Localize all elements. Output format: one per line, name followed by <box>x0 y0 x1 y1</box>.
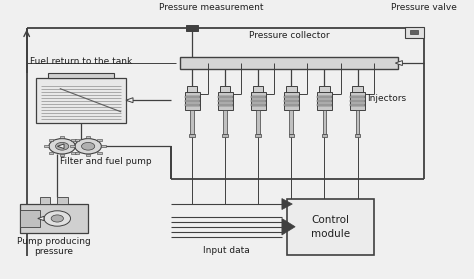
Text: Pressure collector: Pressure collector <box>249 31 329 40</box>
Bar <box>350 96 365 98</box>
Bar <box>251 100 266 102</box>
Bar <box>101 145 106 147</box>
Polygon shape <box>395 61 402 66</box>
Bar <box>19 210 40 227</box>
Text: Injectors: Injectors <box>367 95 406 104</box>
Bar <box>356 110 359 134</box>
Bar <box>350 92 365 110</box>
Bar <box>218 96 233 98</box>
Bar <box>317 100 332 102</box>
Bar <box>286 86 297 92</box>
Bar <box>49 151 54 154</box>
Bar <box>256 110 260 134</box>
Bar <box>317 104 332 106</box>
Bar <box>40 197 50 204</box>
Text: Pressure measurement: Pressure measurement <box>159 3 263 11</box>
Bar <box>317 92 332 110</box>
Circle shape <box>75 139 101 154</box>
Bar <box>70 145 75 147</box>
Bar <box>75 145 80 147</box>
Bar <box>223 110 227 134</box>
Bar <box>180 57 398 69</box>
Bar <box>251 104 266 106</box>
Bar <box>218 100 233 102</box>
Bar <box>355 134 360 137</box>
Bar <box>97 151 101 154</box>
Bar <box>321 134 327 137</box>
Text: Pressure valve: Pressure valve <box>391 3 456 11</box>
Bar <box>352 86 363 92</box>
Bar <box>251 92 266 110</box>
Bar <box>184 92 200 110</box>
Bar <box>71 139 75 141</box>
Text: Fuel return to the tank: Fuel return to the tank <box>30 57 132 66</box>
Text: Input data: Input data <box>203 246 250 255</box>
Bar <box>218 104 233 106</box>
Circle shape <box>82 142 95 150</box>
Bar <box>350 104 365 106</box>
Bar <box>322 110 326 134</box>
Bar <box>251 96 266 98</box>
Bar <box>44 145 49 147</box>
Polygon shape <box>282 199 292 210</box>
Polygon shape <box>126 98 133 103</box>
Polygon shape <box>282 218 295 235</box>
Bar <box>255 134 261 137</box>
Bar <box>222 134 228 137</box>
Bar <box>97 139 101 141</box>
Bar <box>284 96 299 98</box>
Bar <box>19 204 88 233</box>
Bar <box>86 154 91 157</box>
Bar <box>71 151 75 154</box>
Bar <box>319 86 329 92</box>
Circle shape <box>49 139 75 154</box>
Bar <box>284 92 299 110</box>
Bar <box>75 139 80 141</box>
Bar <box>405 27 424 38</box>
Bar <box>48 73 114 78</box>
Bar <box>289 134 294 137</box>
Bar <box>290 110 293 134</box>
Bar <box>49 139 54 141</box>
Text: Control
module: Control module <box>311 215 350 239</box>
Bar <box>350 100 365 102</box>
Circle shape <box>44 211 71 226</box>
Polygon shape <box>38 216 44 221</box>
Bar <box>75 151 80 154</box>
Bar <box>86 136 91 138</box>
Bar <box>220 86 230 92</box>
Bar <box>57 197 68 204</box>
Bar <box>410 30 418 34</box>
Bar <box>60 136 64 138</box>
Bar <box>186 25 198 32</box>
Circle shape <box>55 142 69 150</box>
Bar <box>184 100 200 102</box>
Text: Filter and fuel pump: Filter and fuel pump <box>60 157 151 166</box>
Bar <box>284 100 299 102</box>
Bar <box>60 154 64 157</box>
Text: Pump producing
pressure: Pump producing pressure <box>17 237 91 256</box>
Bar <box>218 92 233 110</box>
Bar <box>317 96 332 98</box>
Bar <box>36 78 126 123</box>
Bar <box>189 134 195 137</box>
Bar <box>284 104 299 106</box>
Circle shape <box>51 215 64 222</box>
Bar <box>187 86 197 92</box>
Bar <box>184 104 200 106</box>
Bar <box>184 96 200 98</box>
Bar <box>287 199 374 255</box>
Bar <box>190 110 194 134</box>
Bar <box>253 86 264 92</box>
Polygon shape <box>57 144 64 149</box>
